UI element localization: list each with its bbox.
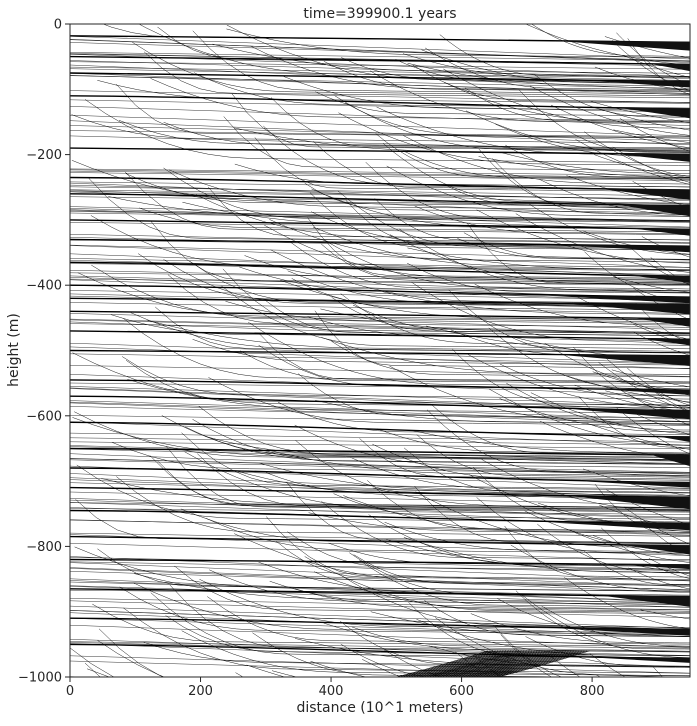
horizon-line xyxy=(570,699,697,722)
y-tick-label: −800 xyxy=(26,540,62,555)
x-tick-label: 800 xyxy=(580,684,605,699)
x-axis-label: distance (10^1 meters) xyxy=(296,700,463,716)
y-tick-label: −200 xyxy=(26,148,62,163)
y-tick-label: 0 xyxy=(54,18,62,33)
horizon-line xyxy=(630,694,697,709)
horizon-line xyxy=(590,682,697,697)
x-tick-label: 200 xyxy=(188,684,213,699)
x-tick-label: 600 xyxy=(449,684,474,699)
x-axis-ticks: 0 200 400 600 800 xyxy=(66,677,605,699)
chart-title: time=399900.1 years xyxy=(303,6,456,22)
horizon-line xyxy=(437,690,697,722)
horizon-line xyxy=(620,678,697,710)
x-tick-label: 400 xyxy=(319,684,344,699)
horizon-line xyxy=(613,686,697,719)
y-tick-label: −600 xyxy=(26,409,62,424)
horizon-line xyxy=(596,675,697,709)
horizon-line xyxy=(440,677,697,719)
y-tick-label: −1000 xyxy=(18,671,62,686)
y-tick-label: −400 xyxy=(26,279,62,294)
horizon-line xyxy=(600,697,697,722)
y-axis-ticks: 0 −200 −400 −600 −800 −1000 xyxy=(18,18,70,686)
horizon-line xyxy=(597,684,697,722)
y-axis-label: height (m) xyxy=(6,313,22,387)
x-tick-label: 0 xyxy=(66,684,74,699)
